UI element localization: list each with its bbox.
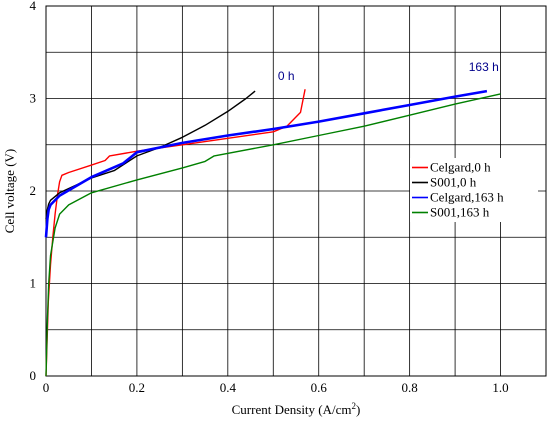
legend-label: Celgard,0 h xyxy=(430,160,491,175)
x-tick-label: 0.2 xyxy=(129,380,145,395)
annotation-label: 163 h xyxy=(469,60,499,74)
series-layer xyxy=(44,89,501,377)
annotations: 0 h 163 h xyxy=(278,60,499,83)
series-line-0 xyxy=(45,89,306,377)
y-tick-label: 3 xyxy=(30,91,37,106)
annotation-label: 0 h xyxy=(278,69,295,83)
x-tick-label: 0 xyxy=(43,380,50,395)
x-tick-label: 1.0 xyxy=(492,380,508,395)
series-line-1 xyxy=(45,90,256,219)
legend-box xyxy=(410,158,538,222)
series-line-2 xyxy=(44,89,488,238)
x-axis-label: Current Density (A/cm2) xyxy=(232,401,361,417)
y-tick-label: 0 xyxy=(30,368,37,383)
x-axis-label-close: ) xyxy=(356,402,360,417)
x-tick-label: 0.8 xyxy=(402,380,418,395)
x-tick-label: 0.6 xyxy=(311,380,328,395)
y-tick-label: 2 xyxy=(30,183,37,198)
y-tick-label: 4 xyxy=(30,0,37,13)
legend-label: S001,163 h xyxy=(430,205,490,220)
series-line-3 xyxy=(45,93,501,377)
tick-labels: 0 0.2 0.4 0.6 0.8 1.0 0 1 2 3 4 xyxy=(30,0,509,395)
plot-frame xyxy=(45,5,547,377)
legend-label: S001,0 h xyxy=(430,175,477,190)
y-tick-label: 1 xyxy=(30,276,37,291)
legend-label: Celgard,163 h xyxy=(430,190,504,205)
x-tick-label: 0.4 xyxy=(220,380,237,395)
y-axis-label: Cell voltage (V) xyxy=(2,149,17,233)
x-axis-label-superscript: 2 xyxy=(352,401,357,411)
x-axis-label-main: Current Density (A/cm xyxy=(232,402,352,417)
